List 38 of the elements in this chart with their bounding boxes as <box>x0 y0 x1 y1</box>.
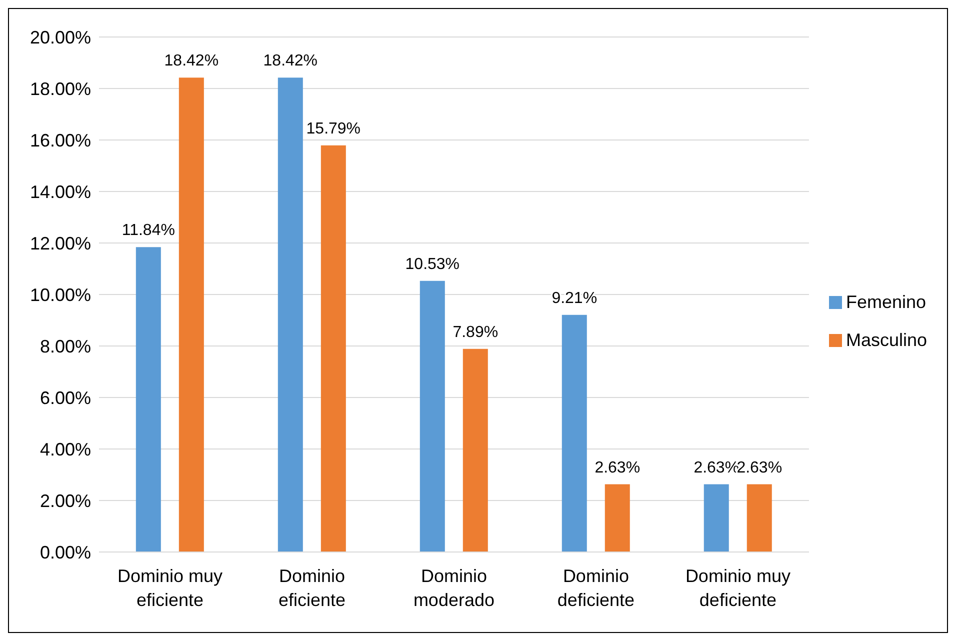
y-tick-label: 8.00% <box>40 336 91 356</box>
y-tick-label: 0.00% <box>40 542 91 562</box>
bar <box>178 78 204 552</box>
y-tick-label: 2.00% <box>40 490 91 511</box>
bar <box>136 247 161 552</box>
bar <box>704 484 729 552</box>
x-tick-label: Dominio muy deficiente <box>685 566 790 610</box>
y-tick-label: 4.00% <box>40 439 91 460</box>
y-tick-label: 18.00% <box>30 78 91 99</box>
x-tick-label: Dominio eficiente <box>278 566 346 610</box>
data-label: 18.42% <box>164 52 219 70</box>
data-label: 7.89% <box>452 324 498 341</box>
data-label: 9.21% <box>552 290 598 307</box>
y-tick-label: 20.00% <box>30 27 91 48</box>
x-tick-label: Dominio deficiente <box>557 566 634 610</box>
legend-label: Femenino <box>846 292 926 312</box>
bar <box>420 280 445 552</box>
legend-label: Masculino <box>846 330 927 350</box>
bar <box>562 314 587 552</box>
y-tick-label: 6.00% <box>40 388 91 408</box>
x-tick-label: Dominio moderado <box>413 566 495 610</box>
data-label: 10.53% <box>405 256 460 273</box>
y-tick-label: 12.00% <box>30 233 91 254</box>
y-tick-label: 16.00% <box>30 130 91 150</box>
bar <box>462 348 488 552</box>
data-label: 15.79% <box>306 120 361 138</box>
data-label: 2.63% <box>594 459 640 476</box>
bar <box>278 78 303 552</box>
data-label: 18.42% <box>263 52 318 70</box>
bar <box>746 484 772 552</box>
x-tick-label: Dominio muy eficiente <box>117 566 223 610</box>
y-tick-label: 10.00% <box>30 284 91 305</box>
data-label: 2.63% <box>736 459 782 476</box>
bar <box>320 145 346 552</box>
bar <box>604 484 630 552</box>
data-label: 2.63% <box>694 459 740 476</box>
y-tick-label: 14.00% <box>30 182 91 202</box>
data-label: 11.84% <box>122 222 175 240</box>
